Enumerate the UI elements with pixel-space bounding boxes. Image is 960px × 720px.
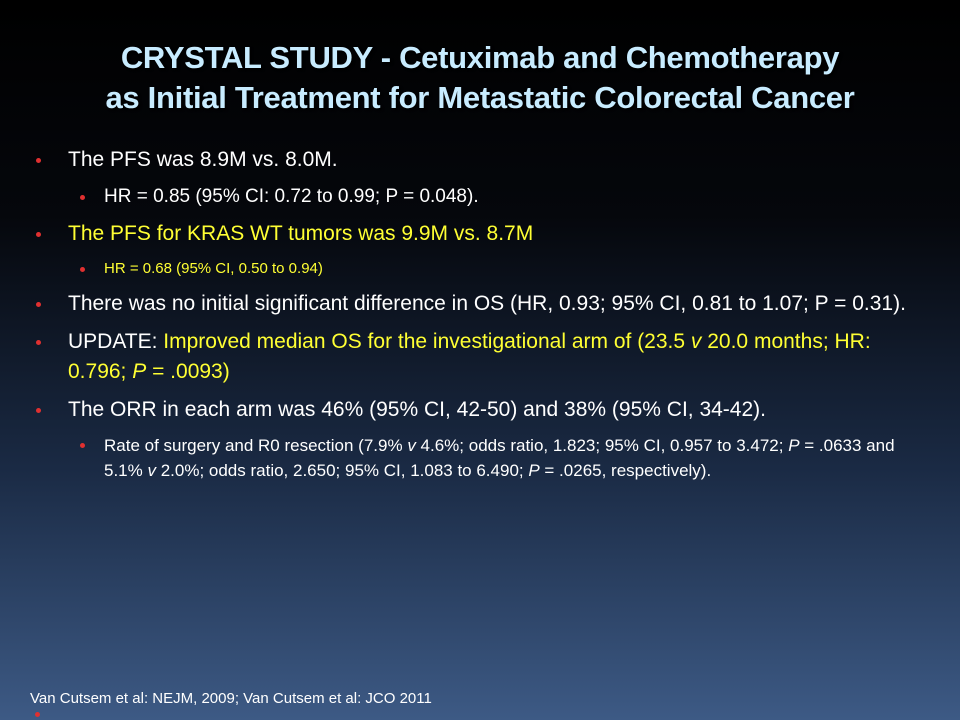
- bullet-orr: The ORR in each arm was 46% (95% CI, 42-…: [0, 395, 960, 425]
- title-line-1: CRYSTAL STUDY - Cetuximab and Chemothera…: [120, 40, 840, 75]
- bullet-dot-icon: [36, 408, 41, 413]
- bullet-dot-icon: [36, 340, 41, 345]
- bullet-pfs-hr-text: HR = 0.85 (95% CI: 0.72 to 0.99; P = 0.0…: [104, 186, 479, 207]
- surgery-text-part: v: [147, 461, 156, 480]
- bullet-dot-icon: [80, 195, 85, 200]
- surgery-text-part: 4.6%; odds ratio, 1.823; 95% CI, 0.957 t…: [415, 436, 789, 455]
- update-text-part: = .0093): [146, 360, 230, 383]
- bullet-surgery-text: Rate of surgery and R0 resection (7.9% v…: [104, 436, 895, 480]
- citation-footer: Van Cutsem et al: NEJM, 2009; Van Cutsem…: [30, 690, 432, 707]
- bullet-update-label: UPDATE:: [68, 330, 164, 353]
- surgery-text-part: P: [528, 461, 540, 480]
- bullet-kras-hr-text: HR = 0.68 (95% CI, 0.50 to 0.94): [104, 260, 323, 277]
- bullet-pfs-hr: HR = 0.85 (95% CI: 0.72 to 0.99; P = 0.0…: [0, 183, 960, 211]
- bullet-dot-icon: [80, 443, 85, 448]
- bullet-dot-icon: [80, 267, 85, 272]
- bullet-orr-text: The ORR in each arm was 46% (95% CI, 42-…: [68, 398, 766, 421]
- update-text-part: 20.0 months; HR: 0.796;: [68, 330, 871, 383]
- bullet-dot-icon: [36, 158, 41, 163]
- surgery-text-part: v: [407, 436, 416, 455]
- update-text-part: Improved median OS for the investigation…: [163, 330, 691, 353]
- bullet-surgery: Rate of surgery and R0 resection (7.9% v…: [0, 433, 960, 483]
- bullet-dot-icon: [36, 302, 41, 307]
- bullet-dot-icon: [36, 232, 41, 237]
- bullet-update-text: Improved median OS for the investigation…: [68, 330, 871, 383]
- bullet-kras: The PFS for KRAS WT tumors was 9.9M vs. …: [0, 219, 960, 249]
- update-text-part: P: [132, 360, 147, 383]
- title-line-2: as Initial Treatment for Metastatic Colo…: [105, 80, 855, 115]
- surgery-text-part: = .0633 and 5.1%: [104, 436, 895, 480]
- surgery-text-part: = .0265, respectively).: [539, 461, 712, 480]
- surgery-text-part: 2.0%; odds ratio, 2.650; 95% CI, 1.083 t…: [155, 461, 529, 480]
- bullet-list: The PFS was 8.9M vs. 8.0M. HR = 0.85 (95…: [0, 145, 960, 491]
- update-text-part: v: [690, 330, 702, 353]
- bullet-os: There was no initial significant differe…: [0, 289, 960, 319]
- slide-title: CRYSTAL STUDY - Cetuximab and Chemothera…: [0, 38, 960, 118]
- bullet-kras-text: The PFS for KRAS WT tumors was 9.9M vs. …: [68, 222, 534, 245]
- bullet-update: UPDATE: Improved median OS for the inves…: [0, 327, 960, 387]
- surgery-text-part: Rate of surgery and R0 resection (7.9%: [104, 436, 408, 455]
- bullet-dot-icon: [35, 712, 40, 717]
- surgery-text-part: P: [788, 436, 800, 455]
- bullet-pfs-text: The PFS was 8.9M vs. 8.0M.: [68, 148, 338, 171]
- bullet-kras-hr: HR = 0.68 (95% CI, 0.50 to 0.94): [0, 257, 960, 281]
- bullet-pfs: The PFS was 8.9M vs. 8.0M.: [0, 145, 960, 175]
- bullet-os-text: There was no initial significant differe…: [68, 292, 906, 315]
